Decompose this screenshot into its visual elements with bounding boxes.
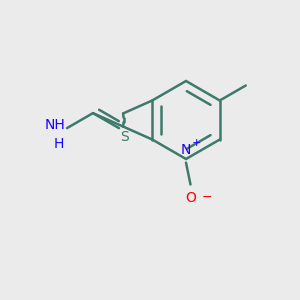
Text: H: H [53,136,64,151]
Text: S: S [121,130,129,144]
Text: NH: NH [45,118,65,132]
Text: +: + [192,139,201,148]
Text: −: − [202,190,212,203]
Text: O: O [185,190,196,205]
Text: N: N [181,143,191,158]
